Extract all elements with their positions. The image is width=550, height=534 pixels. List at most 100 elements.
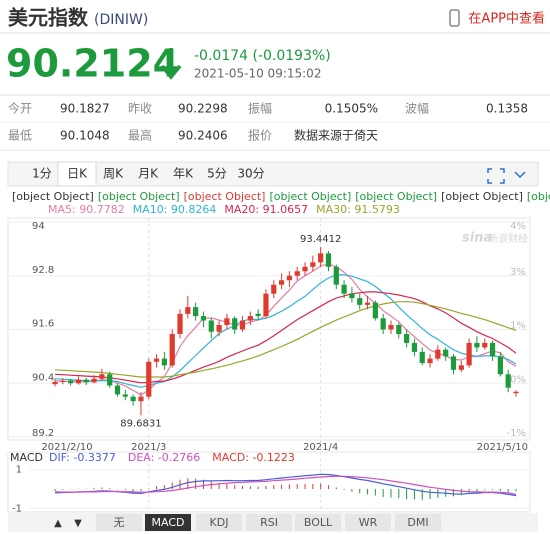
indicator-tab[interactable]: MACD xyxy=(152,516,185,529)
candle-body xyxy=(83,379,89,383)
candle-body xyxy=(466,342,472,366)
candle-body xyxy=(161,358,167,366)
candle-body xyxy=(224,318,230,326)
candle-body xyxy=(450,356,457,370)
y-tick-label: 91.6 xyxy=(32,319,54,330)
candle-body xyxy=(443,349,449,357)
y-tick-label: 92.8 xyxy=(32,265,54,276)
indicator-tab[interactable]: WR xyxy=(359,516,378,529)
candle-body xyxy=(278,280,285,285)
x-tick-label: 2021/3 xyxy=(131,442,166,453)
x-tick-label: 2021/5/10 xyxy=(477,442,528,453)
candle-body xyxy=(333,266,339,285)
candle-body xyxy=(52,381,58,385)
app-link[interactable]: 在APP中查看 xyxy=(449,9,545,27)
candle-body xyxy=(497,356,503,375)
info-item: [object Object] xyxy=(441,190,523,203)
candle-body xyxy=(474,342,480,348)
stat-label: 波幅 xyxy=(405,101,429,116)
tabs: 1分 日K 周K 月K 年K 5分 30分 xyxy=(32,161,265,187)
stat-value: 数据来源于倚天 xyxy=(294,128,378,143)
y2-tick-label: 1% xyxy=(510,321,526,332)
dea-line xyxy=(54,475,517,495)
candle-body xyxy=(255,313,261,317)
app-link-text[interactable]: 在APP中查看 xyxy=(468,11,545,27)
candle-body xyxy=(68,380,74,384)
macd-plot: 1 -1 xyxy=(12,465,530,514)
candle-body xyxy=(388,325,394,330)
low-label: 89.6831 xyxy=(120,418,161,429)
candle-body xyxy=(208,320,214,332)
candle-body xyxy=(247,316,253,321)
indicator-tab[interactable]: BOLL xyxy=(304,516,333,529)
candle-body xyxy=(232,318,238,330)
stats: 今开 90.1827 昨收 90.2298 振幅 0.1505% 波幅 0.1358 最低 90.… xyxy=(8,101,528,143)
x-tick-label: 2021/4 xyxy=(303,442,338,453)
info-line: [object Object] [object Object] [object Ob… xyxy=(12,190,550,203)
tab[interactable]: 月K xyxy=(138,167,159,181)
y2-tick-label: 3% xyxy=(510,267,526,278)
legend-title: MACD xyxy=(10,451,43,464)
candle-body xyxy=(349,293,355,299)
indicator-tab[interactable]: KDJ xyxy=(210,516,229,529)
indicator-tab[interactable]: 无 xyxy=(114,516,125,529)
tab[interactable]: 1分 xyxy=(32,167,52,181)
candle-body xyxy=(286,275,293,281)
stat-value: 90.1827 xyxy=(60,102,110,116)
macd-legend: MACD DIF: -0.3377 DEA: -0.2766 MACD: -0.122… xyxy=(10,451,295,464)
candle-body xyxy=(419,351,425,364)
arrow-button[interactable]: ▼ xyxy=(74,518,82,529)
candle-body xyxy=(427,358,433,364)
y-tick-label: 94 xyxy=(32,221,45,232)
legend-item: DEA: -0.2766 xyxy=(128,451,200,464)
candle-body xyxy=(294,271,300,276)
y-tick-label: 89.2 xyxy=(32,428,54,439)
candle-body xyxy=(396,325,402,334)
price: 90.2124 xyxy=(6,42,179,86)
stat-value: 90.2298 xyxy=(178,102,228,116)
dropdown-icon[interactable] xyxy=(514,171,526,179)
high-label: 93.4412 xyxy=(300,234,341,245)
candle-body xyxy=(372,302,378,319)
tab[interactable]: 年K xyxy=(173,167,194,181)
ma-line xyxy=(54,274,517,388)
candle-body xyxy=(169,333,175,366)
y2-tick-label: 4% xyxy=(510,221,526,232)
candle-body xyxy=(200,316,207,321)
ma-line xyxy=(54,301,517,378)
arrow-button[interactable]: ▲ xyxy=(54,518,62,529)
indicator-tab-bg xyxy=(145,514,191,531)
candle-body xyxy=(505,374,511,388)
candle-body xyxy=(435,349,441,359)
tab[interactable]: 30分 xyxy=(237,167,264,181)
candle-body xyxy=(91,378,97,383)
stat-label: 报价 xyxy=(248,128,272,143)
code: (DINIW) xyxy=(94,12,148,28)
info-item: [object Object] xyxy=(355,190,437,203)
stat-label: 振幅 xyxy=(248,101,272,116)
tab[interactable]: 周K xyxy=(103,167,124,181)
stat-label: 今开 xyxy=(8,101,32,116)
candle-body xyxy=(193,307,199,317)
time: 2021-05-10 09:15:02 xyxy=(194,67,321,81)
watermark-text: 新浪财经 xyxy=(488,232,528,245)
candle-body xyxy=(310,262,316,267)
indicator-tab[interactable]: DMI xyxy=(407,516,428,529)
indicator-tab[interactable]: RSI xyxy=(260,516,278,529)
tab[interactable]: 5分 xyxy=(207,167,227,181)
indicator-tab-bg xyxy=(96,514,142,531)
stat-value: 90.1048 xyxy=(60,129,110,143)
fullscreen-icon[interactable] xyxy=(487,168,505,184)
legend-item: MA20: 91.0657 xyxy=(224,203,308,216)
macd-tick-label: 1 xyxy=(16,465,22,476)
candle-body xyxy=(114,385,121,395)
stat-label: 最高 xyxy=(128,128,152,143)
tab[interactable]: 日K xyxy=(67,167,88,181)
dif-line xyxy=(54,473,517,497)
indicator-tab-bg xyxy=(246,514,292,531)
indicator-tabs: ▲ ▼ 无 MACD KDJ RSI BOLL WR DMI xyxy=(54,514,441,531)
legend-item: MA10: 90.8264 xyxy=(133,203,217,216)
candle-body xyxy=(411,342,418,352)
tab-selected xyxy=(57,161,97,187)
